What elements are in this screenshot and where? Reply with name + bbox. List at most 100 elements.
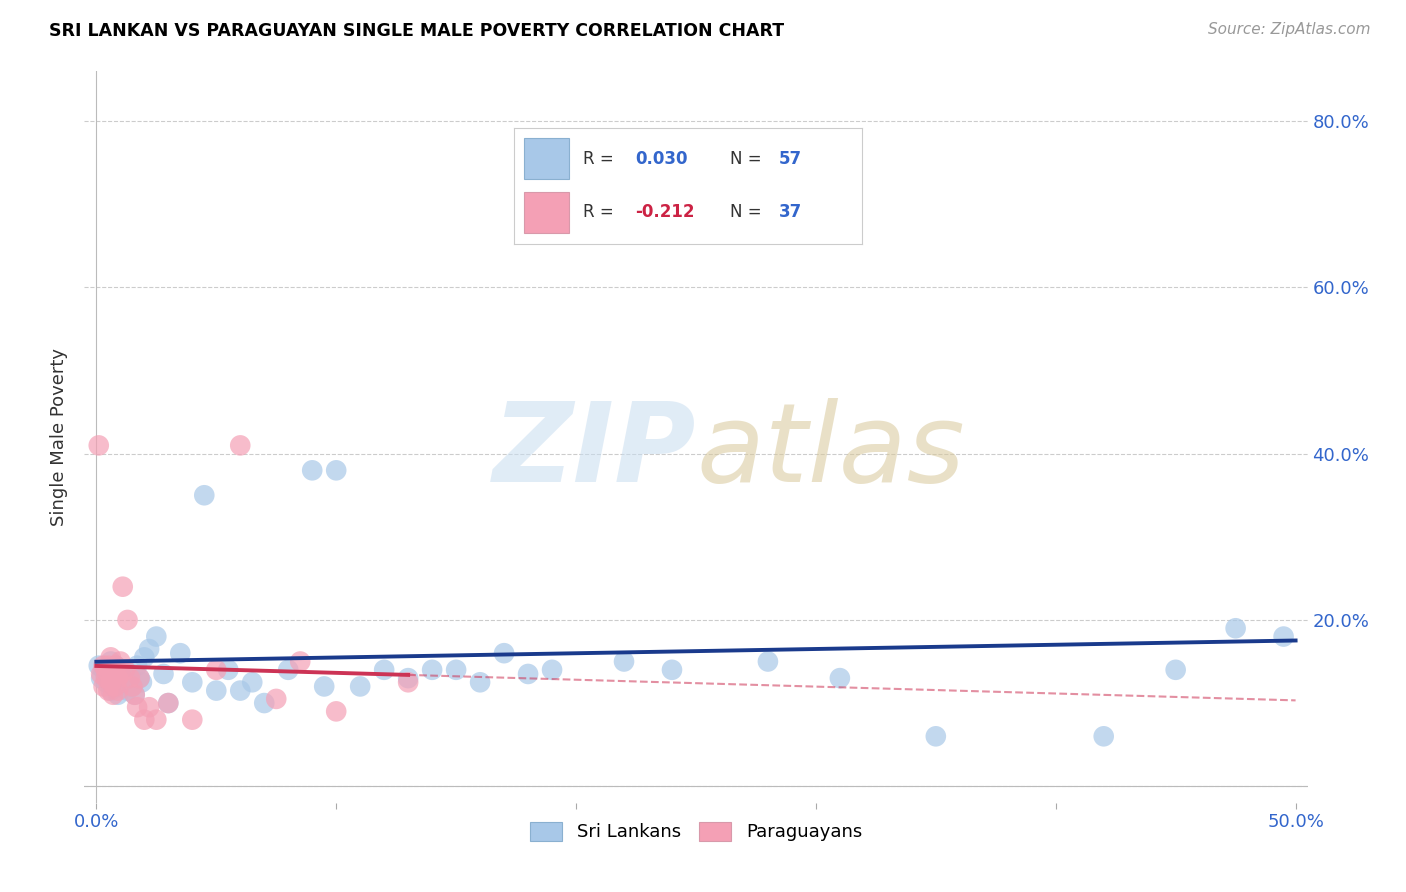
Point — [290, 655, 312, 669]
Point — [104, 658, 127, 673]
Point — [101, 688, 124, 702]
Point — [229, 438, 252, 452]
Point — [217, 663, 239, 677]
Point — [157, 696, 180, 710]
Point — [110, 655, 132, 669]
Point — [110, 667, 132, 681]
Point — [93, 663, 115, 677]
Point — [117, 683, 139, 698]
Point — [181, 675, 204, 690]
Point — [114, 663, 136, 677]
Point — [111, 580, 134, 594]
Point — [104, 680, 127, 694]
Text: R =: R = — [583, 203, 619, 221]
Point — [181, 713, 204, 727]
Point — [1272, 630, 1295, 644]
Text: 37: 37 — [779, 203, 801, 221]
Point — [420, 663, 443, 677]
Point — [134, 713, 156, 727]
Point — [94, 663, 117, 677]
Point — [517, 667, 540, 681]
Point — [117, 613, 139, 627]
Point — [90, 667, 112, 681]
Y-axis label: Single Male Poverty: Single Male Poverty — [51, 348, 69, 526]
Point — [152, 667, 174, 681]
Point — [925, 729, 948, 743]
Point — [277, 663, 299, 677]
Point — [97, 667, 120, 681]
Point — [121, 680, 143, 694]
Point — [468, 675, 491, 690]
Point — [169, 646, 191, 660]
Point — [100, 655, 122, 669]
Point — [325, 705, 347, 719]
Point — [90, 671, 112, 685]
Point — [87, 438, 110, 452]
Point — [756, 655, 779, 669]
Text: R =: R = — [583, 150, 619, 168]
Point — [118, 671, 141, 685]
Point — [541, 663, 564, 677]
Point — [396, 671, 419, 685]
Point — [87, 658, 110, 673]
Point — [1092, 729, 1115, 743]
Point — [349, 680, 371, 694]
Point — [253, 696, 276, 710]
Text: N =: N = — [730, 150, 766, 168]
Text: 57: 57 — [779, 150, 801, 168]
Point — [97, 683, 120, 698]
Point — [145, 713, 167, 727]
Point — [1225, 621, 1247, 635]
Point — [104, 671, 127, 685]
Point — [94, 675, 117, 690]
Point — [93, 658, 115, 673]
Point — [111, 675, 134, 690]
Point — [114, 663, 136, 677]
FancyBboxPatch shape — [524, 192, 569, 233]
Point — [494, 646, 516, 660]
Point — [229, 683, 252, 698]
Text: atlas: atlas — [696, 398, 965, 505]
FancyBboxPatch shape — [524, 138, 569, 179]
Point — [124, 688, 146, 702]
Point — [1164, 663, 1187, 677]
Point — [264, 692, 287, 706]
Point — [101, 680, 124, 694]
Text: ZIP: ZIP — [492, 398, 696, 505]
Point — [100, 650, 122, 665]
Point — [325, 463, 347, 477]
Point — [107, 671, 129, 685]
Point — [107, 688, 129, 702]
Point — [124, 688, 146, 702]
Point — [396, 675, 419, 690]
Point — [121, 680, 143, 694]
Point — [661, 663, 683, 677]
Point — [93, 680, 115, 694]
Point — [828, 671, 851, 685]
Point — [314, 680, 336, 694]
Point — [145, 630, 167, 644]
Point — [134, 650, 156, 665]
Point — [100, 683, 122, 698]
Point — [613, 655, 636, 669]
Point — [127, 700, 149, 714]
Point — [101, 667, 124, 681]
Point — [565, 197, 588, 211]
Point — [128, 671, 150, 685]
Point — [104, 658, 127, 673]
Point — [97, 658, 120, 673]
Point — [131, 675, 153, 690]
Point — [373, 663, 395, 677]
Point — [157, 696, 180, 710]
Point — [205, 683, 228, 698]
Point — [138, 642, 160, 657]
Point — [128, 671, 150, 685]
Point — [110, 671, 132, 685]
Point — [193, 488, 215, 502]
Point — [444, 663, 467, 677]
Point — [118, 667, 141, 681]
Point — [100, 675, 122, 690]
Legend: Sri Lankans, Paraguayans: Sri Lankans, Paraguayans — [523, 814, 869, 848]
Point — [205, 663, 228, 677]
Point — [138, 700, 160, 714]
